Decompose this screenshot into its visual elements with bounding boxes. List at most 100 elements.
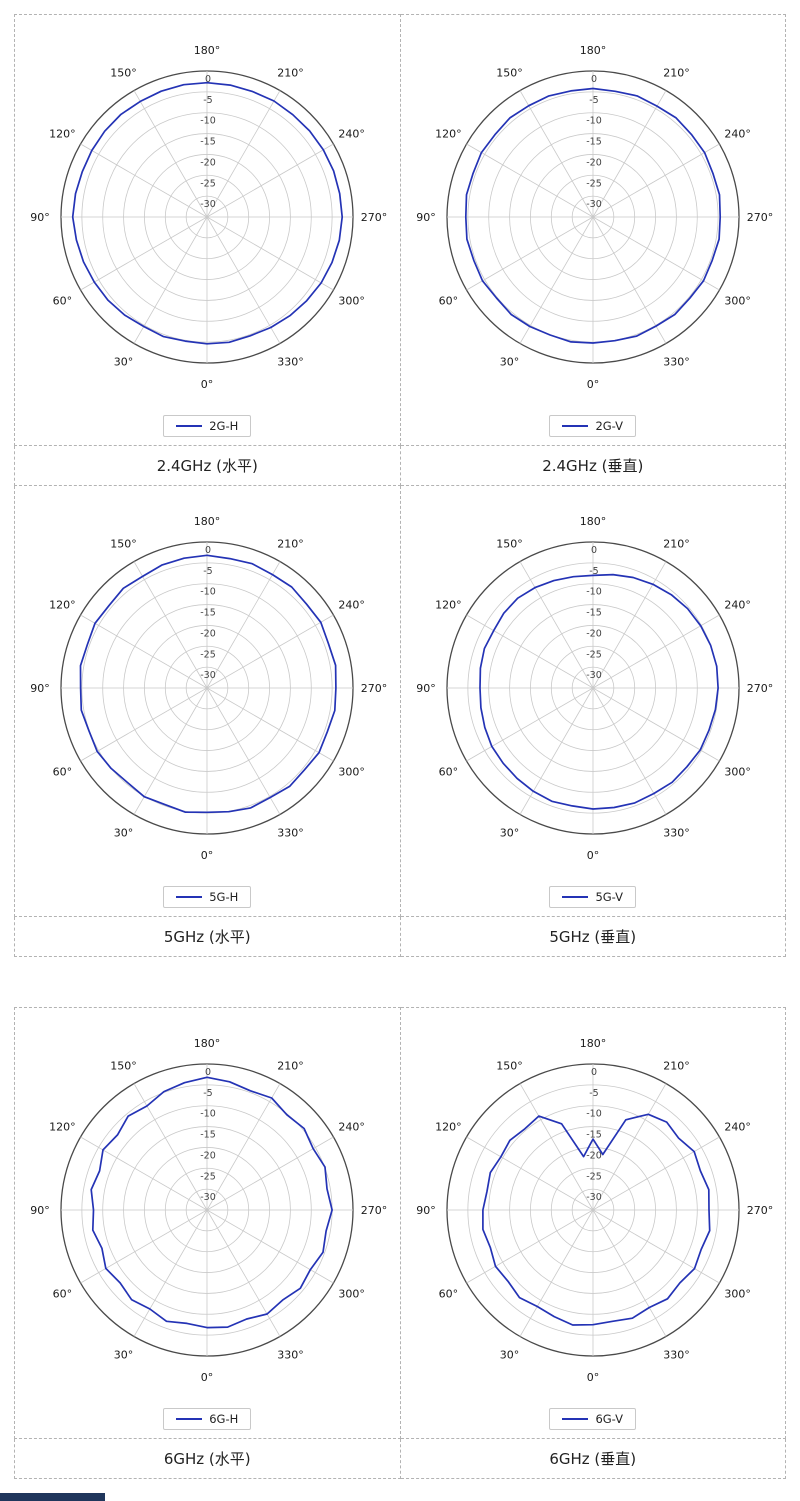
svg-text:-20: -20	[200, 1150, 216, 1161]
chart-caption: 2.4GHz (垂直)	[399, 445, 786, 486]
svg-text:-25: -25	[586, 1171, 602, 1182]
pattern-table-6g: 0° 30° 60° 90° 120° 150° 180° 210° 240° 270° 300° 3…	[14, 1007, 786, 1479]
svg-text:300°: 300°	[724, 766, 751, 779]
svg-text:-5: -5	[589, 1088, 598, 1099]
svg-text:-10: -10	[200, 587, 216, 598]
svg-text:-10: -10	[200, 116, 216, 127]
polar-chart-svg: 0° 30° 60° 90° 120° 150° 180° 210° 240° 270° 300° 3…	[31, 1037, 388, 1384]
svg-text:90°: 90°	[416, 682, 436, 695]
svg-text:120°: 120°	[49, 128, 76, 141]
svg-text:-15: -15	[200, 1130, 216, 1141]
svg-text:180°: 180°	[580, 515, 607, 528]
svg-text:-30: -30	[586, 670, 602, 681]
svg-text:120°: 120°	[435, 1121, 462, 1134]
section-gap	[14, 957, 786, 1007]
legend-line-sample	[562, 896, 589, 898]
svg-text:0: 0	[591, 545, 597, 556]
chart-caption: 6GHz (垂直)	[399, 1438, 786, 1479]
svg-text:-15: -15	[586, 1130, 602, 1141]
chart-cell: 0° 30° 60° 90° 120° 150° 180° 210° 240° 270° 300° 3…	[399, 485, 786, 917]
chart-caption: 5GHz (垂直)	[399, 916, 786, 957]
svg-text:330°: 330°	[278, 827, 305, 840]
svg-text:210°: 210°	[663, 537, 690, 550]
svg-text:330°: 330°	[663, 827, 690, 840]
svg-text:0: 0	[205, 74, 211, 85]
legend-line-sample	[562, 1418, 589, 1420]
svg-text:0: 0	[205, 1067, 211, 1078]
svg-text:30°: 30°	[500, 1349, 520, 1362]
svg-text:-10: -10	[586, 116, 602, 127]
legend-label: 6G-V	[595, 1412, 624, 1426]
chart-caption: 5GHz (水平)	[14, 916, 401, 957]
svg-text:90°: 90°	[31, 682, 51, 695]
svg-text:-5: -5	[589, 566, 598, 577]
svg-text:270°: 270°	[361, 1204, 388, 1217]
polar-chart-svg: 0° 30° 60° 90° 120° 150° 180° 210° 240° 270° 300° 3…	[31, 44, 388, 391]
svg-text:-20: -20	[586, 628, 602, 639]
svg-text:330°: 330°	[663, 356, 690, 369]
svg-text:270°: 270°	[361, 211, 388, 224]
svg-text:-30: -30	[200, 1192, 216, 1203]
legend-line-sample	[562, 425, 589, 427]
svg-text:0°: 0°	[587, 378, 600, 391]
svg-text:60°: 60°	[438, 1288, 458, 1301]
svg-text:0: 0	[591, 74, 597, 85]
svg-text:210°: 210°	[663, 1059, 690, 1072]
svg-text:150°: 150°	[111, 1059, 138, 1072]
svg-text:300°: 300°	[724, 1288, 751, 1301]
svg-text:270°: 270°	[361, 682, 388, 695]
svg-text:-5: -5	[204, 1088, 213, 1099]
svg-text:60°: 60°	[438, 295, 458, 308]
svg-text:300°: 300°	[339, 766, 366, 779]
svg-text:180°: 180°	[194, 1037, 221, 1050]
svg-text:210°: 210°	[278, 66, 305, 79]
svg-text:270°: 270°	[747, 211, 774, 224]
svg-text:300°: 300°	[724, 295, 751, 308]
table-row: 0° 30° 60° 90° 120° 150° 180° 210° 240° 270° 300° 3…	[14, 1007, 786, 1439]
svg-text:-15: -15	[586, 137, 602, 148]
svg-text:-25: -25	[586, 178, 602, 189]
partial-element-bar	[0, 1493, 105, 1501]
legend-line-sample	[176, 1418, 203, 1420]
svg-text:30°: 30°	[500, 356, 520, 369]
legend-box: 6G-V	[549, 1408, 637, 1430]
svg-text:-10: -10	[586, 1109, 602, 1120]
legend-label: 5G-H	[209, 890, 239, 904]
svg-text:-30: -30	[200, 199, 216, 210]
polar-figure: 0° 30° 60° 90° 120° 150° 180° 210° 240° 270° 300° 3…	[15, 1014, 400, 1430]
legend-box: 2G-H	[163, 415, 252, 437]
svg-text:0°: 0°	[587, 1371, 600, 1384]
legend-box: 6G-H	[163, 1408, 252, 1430]
svg-text:90°: 90°	[31, 211, 51, 224]
svg-text:300°: 300°	[339, 295, 366, 308]
svg-text:-25: -25	[200, 1171, 216, 1182]
polar-chart-svg: 0° 30° 60° 90° 120° 150° 180° 210° 240° 270° 300° 3…	[416, 44, 774, 391]
table-row: 0° 30° 60° 90° 120° 150° 180° 210° 240° 270° 300° 3…	[14, 14, 786, 446]
chart-cell: 0° 30° 60° 90° 120° 150° 180° 210° 240° 270° 300° 3…	[399, 1007, 786, 1439]
svg-text:240°: 240°	[339, 599, 366, 612]
svg-text:60°: 60°	[53, 295, 73, 308]
svg-text:90°: 90°	[416, 211, 436, 224]
polar-figure: 0° 30° 60° 90° 120° 150° 180° 210° 240° 270° 300° 3…	[15, 492, 400, 908]
svg-text:120°: 120°	[49, 599, 76, 612]
svg-text:210°: 210°	[663, 66, 690, 79]
svg-text:0: 0	[591, 1067, 597, 1078]
svg-text:0°: 0°	[587, 849, 600, 862]
chart-caption: 2.4GHz (水平)	[14, 445, 401, 486]
svg-text:-5: -5	[589, 95, 598, 106]
svg-text:30°: 30°	[500, 827, 520, 840]
svg-text:240°: 240°	[724, 599, 751, 612]
svg-text:60°: 60°	[53, 766, 73, 779]
svg-text:-15: -15	[200, 608, 216, 619]
chart-caption: 6GHz (水平)	[14, 1438, 401, 1479]
svg-text:-25: -25	[200, 649, 216, 660]
svg-text:-5: -5	[204, 95, 213, 106]
polar-chart-svg: 0° 30° 60° 90° 120° 150° 180° 210° 240° 270° 300° 3…	[31, 515, 388, 862]
svg-text:-30: -30	[200, 670, 216, 681]
svg-text:-5: -5	[204, 566, 213, 577]
svg-text:240°: 240°	[724, 1121, 751, 1134]
svg-text:150°: 150°	[111, 66, 138, 79]
svg-text:60°: 60°	[438, 766, 458, 779]
legend-box: 5G-V	[549, 886, 637, 908]
legend-box: 2G-V	[549, 415, 637, 437]
